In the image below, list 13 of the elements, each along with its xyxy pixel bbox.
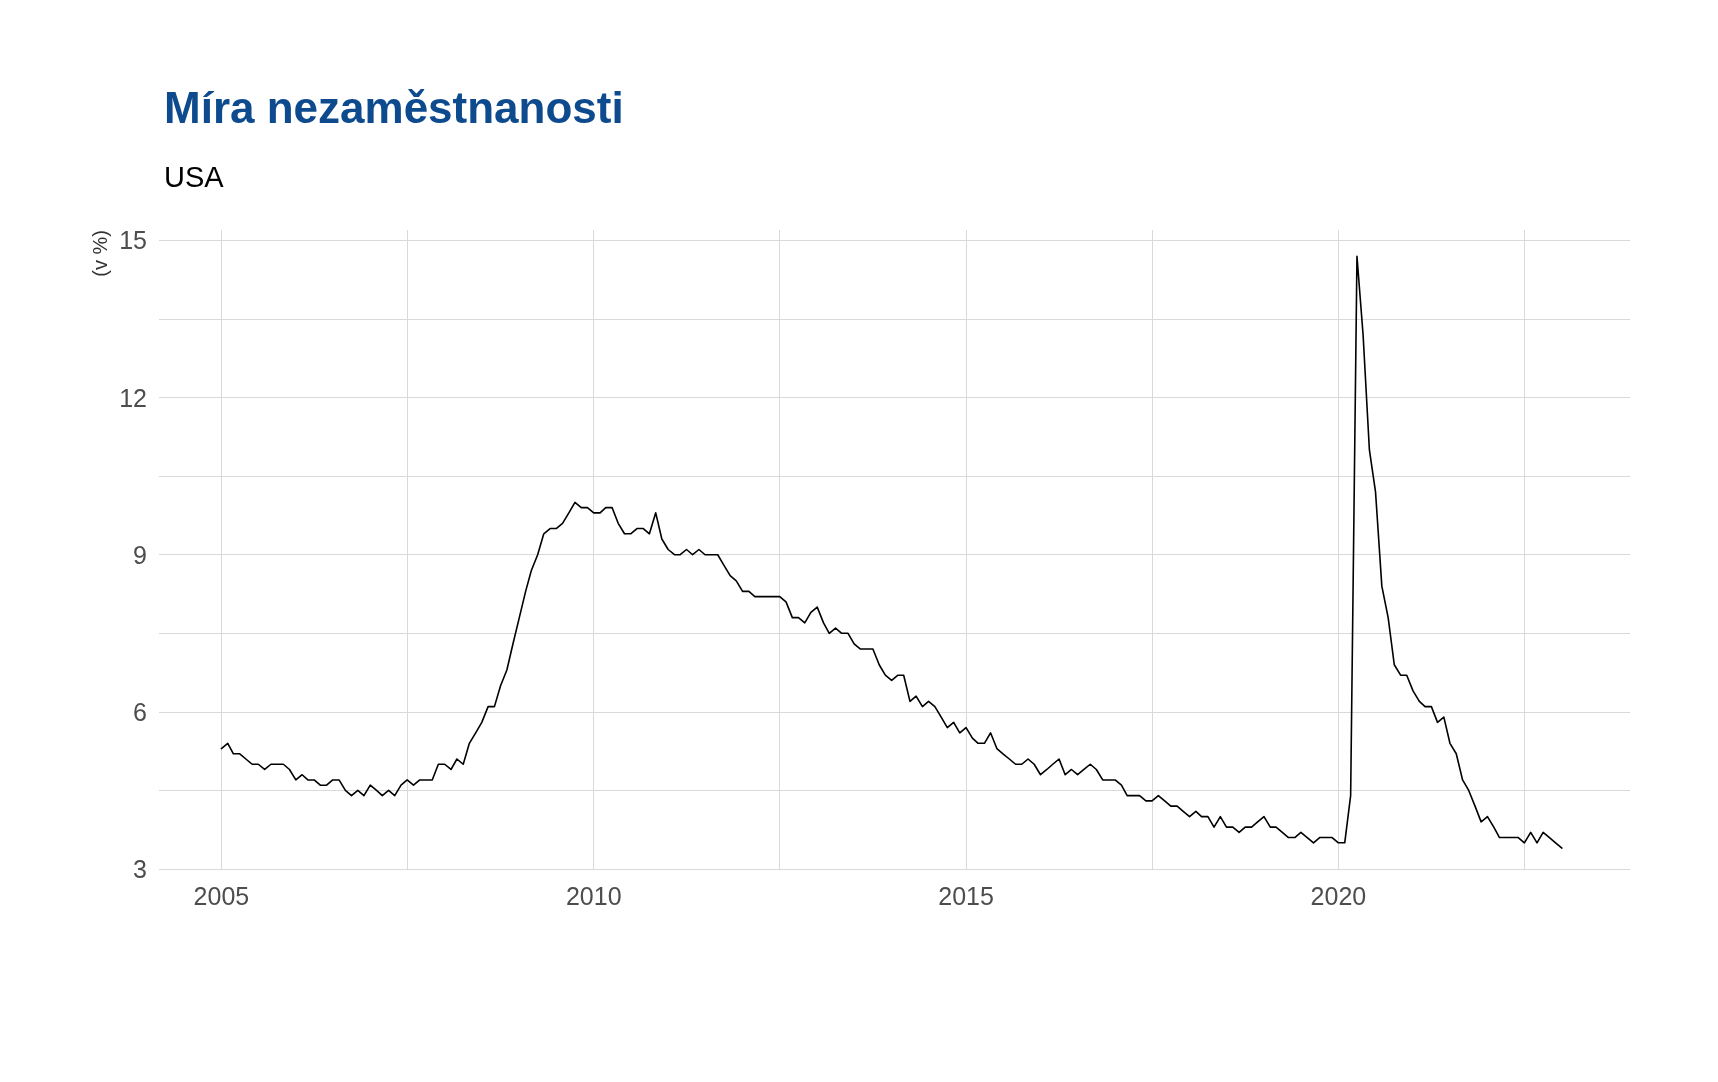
y-tick-label: 12 — [119, 383, 147, 412]
y-tick-label: 9 — [133, 540, 147, 569]
x-tick-label: 2010 — [565, 881, 622, 910]
y-tick-label: 6 — [133, 697, 147, 726]
y-tick-label: 15 — [119, 226, 147, 255]
x-tick-label: 2005 — [193, 881, 250, 910]
chart-subtitle: USA — [164, 160, 225, 193]
y-axis-title: (v %) — [89, 229, 111, 277]
x-tick-label: 2015 — [938, 881, 994, 910]
y-tick-label: 3 — [133, 855, 147, 883]
x-tick-label: 2020 — [1310, 881, 1367, 910]
chart-title: Míra nezaměstnanosti — [164, 82, 624, 132]
line-series — [220, 255, 1563, 849]
